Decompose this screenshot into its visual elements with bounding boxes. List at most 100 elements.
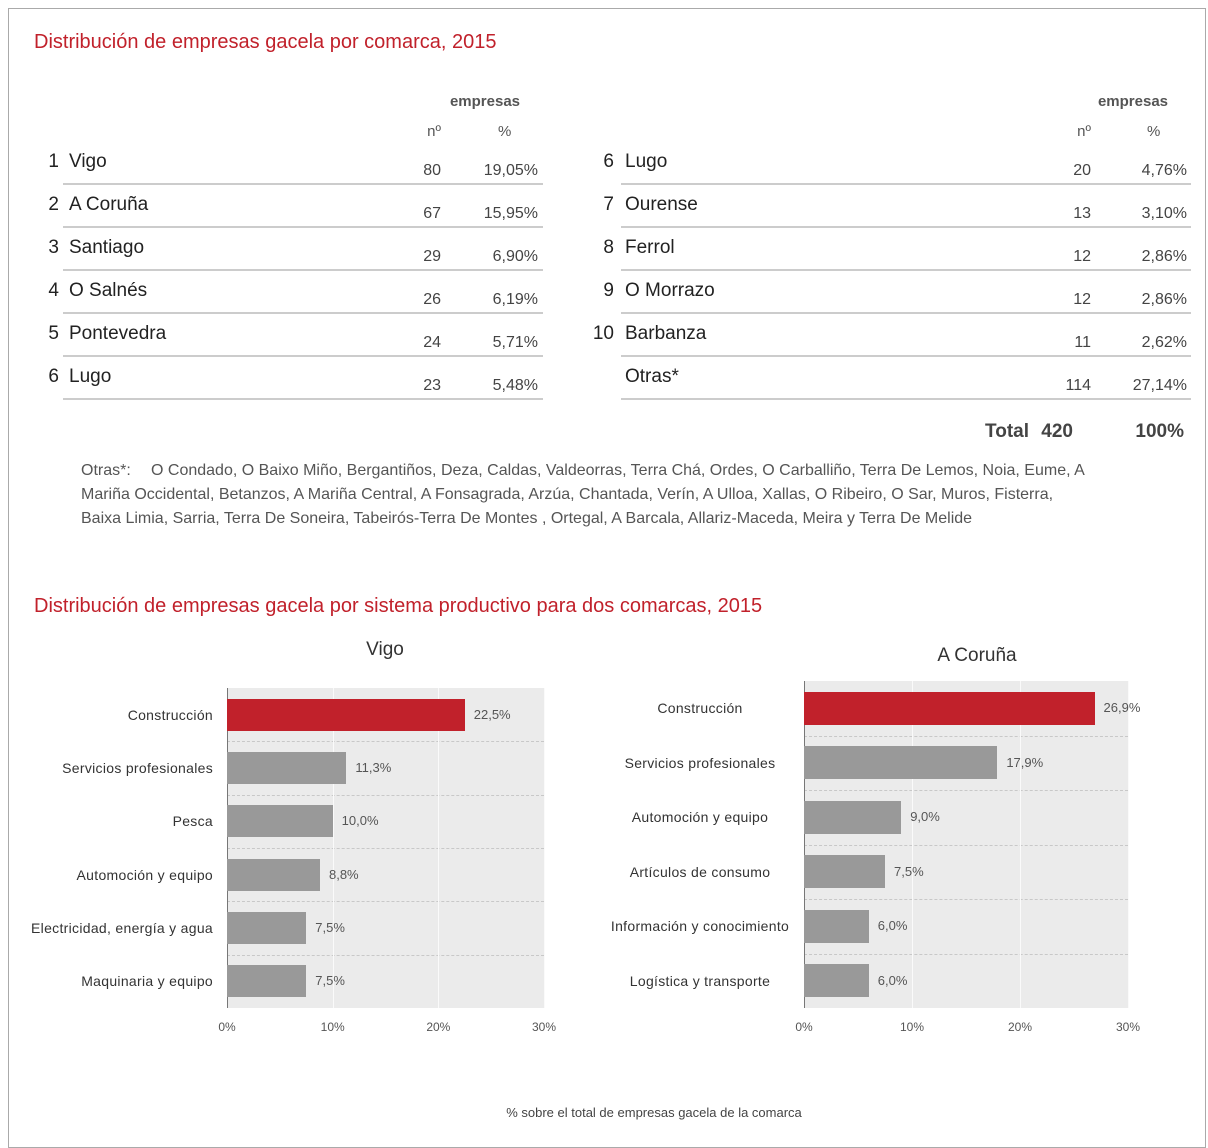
bar — [227, 965, 307, 998]
category-label: Pesca — [172, 813, 213, 830]
grid-line — [438, 688, 440, 1008]
footnote: % sobre el total de empresas gacela de l… — [506, 1105, 802, 1120]
category-label: Automoción y equipo — [76, 866, 213, 883]
bar — [227, 698, 465, 731]
count: 24 — [423, 334, 441, 351]
category-label: Artículos de consumo — [629, 863, 771, 880]
value-label: 7,5% — [315, 973, 345, 989]
count: 23 — [423, 377, 441, 394]
row-rule — [63, 312, 543, 314]
region-name: Lugo — [69, 366, 112, 387]
count: 12 — [1073, 291, 1091, 308]
category-label: Electricidad, energía y agua — [31, 919, 213, 936]
x-tick-label: 20% — [1007, 1020, 1033, 1034]
percent: 27,14% — [1132, 377, 1187, 394]
value-label: 6,0% — [877, 918, 908, 934]
percent: 4,76% — [1141, 162, 1187, 179]
count: 11 — [1074, 334, 1091, 351]
region-name: Vigo — [69, 151, 107, 172]
region-name: Ferrol — [625, 237, 675, 258]
count: 114 — [1065, 377, 1091, 394]
value-label: 7,5% — [315, 920, 345, 935]
rank: 9 — [603, 280, 614, 301]
percent: 5,48% — [492, 377, 538, 394]
row-rule — [621, 312, 1191, 314]
rank: 5 — [48, 323, 59, 344]
page: Distribución de empresas gacela por coma… — [8, 8, 1206, 1148]
row-rule — [621, 398, 1191, 400]
note-label: Otras*: — [81, 462, 131, 479]
percent: 6,90% — [492, 248, 538, 265]
percent: 2,62% — [1141, 334, 1187, 351]
section-title: Distribución de empresas gacela por sist… — [34, 595, 763, 617]
row-separator — [804, 735, 1128, 737]
header-n: nº — [427, 123, 441, 140]
header-group: empresas — [449, 93, 521, 110]
category-label: Logística y transporte — [629, 972, 771, 989]
note-text: O Condado, O Baixo Miño, Bergantiños, De… — [81, 462, 1084, 527]
chart-title: Vigo — [366, 639, 404, 660]
bar — [804, 746, 998, 780]
value-label: 17,9% — [1006, 754, 1044, 770]
row-rule — [63, 226, 543, 228]
bar — [227, 752, 347, 784]
rank: 6 — [48, 366, 59, 387]
region-name: A Coruña — [69, 194, 149, 215]
total-pct: 100% — [1135, 421, 1184, 442]
row-separator — [227, 954, 544, 956]
rank: 2 — [48, 194, 59, 215]
percent: 19,05% — [483, 162, 538, 179]
x-tick-label: 0% — [218, 1020, 236, 1034]
region-name: Lugo — [625, 151, 668, 172]
rank: 1 — [48, 151, 59, 172]
row-separator — [804, 790, 1128, 791]
x-tick-label: 10% — [320, 1020, 345, 1034]
rank: 3 — [48, 237, 59, 258]
count: 67 — [423, 205, 441, 222]
row-separator — [227, 794, 544, 796]
bar — [804, 909, 869, 943]
count: 20 — [1073, 162, 1091, 179]
row-rule — [621, 269, 1191, 271]
count: 12 — [1073, 248, 1091, 265]
row-rule — [63, 355, 543, 357]
row-separator — [804, 899, 1128, 900]
rank: 7 — [603, 194, 614, 215]
bar — [804, 855, 885, 889]
total-label: Total — [985, 421, 1029, 442]
region-name: Barbanza — [625, 323, 707, 344]
region-name: Santiago — [69, 237, 145, 258]
row-separator — [804, 953, 1128, 955]
header-group: empresas — [1097, 93, 1169, 110]
category-label: Automoción y equipo — [631, 809, 769, 826]
category-label: Servicios profesionales — [62, 759, 213, 776]
count: 13 — [1073, 205, 1091, 222]
x-tick-label: 30% — [1115, 1020, 1141, 1034]
percent: 6,19% — [492, 291, 538, 308]
rank: 6 — [603, 151, 614, 172]
percent: 15,95% — [483, 205, 538, 222]
grid-line — [1020, 681, 1021, 1008]
bar — [227, 858, 320, 891]
grid-line — [544, 688, 545, 1008]
header-n: nº — [1077, 123, 1091, 140]
total-n: 420 — [1041, 421, 1073, 442]
x-tick-label: 20% — [426, 1020, 451, 1034]
category-label: Construcción — [127, 706, 213, 723]
count: 29 — [423, 248, 441, 265]
percent: 3,10% — [1141, 205, 1187, 222]
x-tick-label: 10% — [899, 1020, 925, 1034]
title: Distribución de empresas gacela por coma… — [34, 31, 497, 53]
percent: 2,86% — [1141, 248, 1187, 265]
bar — [804, 691, 1095, 725]
percent: 2,86% — [1141, 291, 1187, 308]
bar — [804, 800, 902, 834]
row-rule — [63, 183, 543, 185]
value-label: 6,0% — [877, 972, 908, 988]
value-label: 8,8% — [328, 866, 359, 882]
row-rule — [621, 226, 1191, 228]
row-separator — [227, 848, 544, 849]
value-label: 11,3% — [355, 760, 392, 775]
row-rule — [63, 398, 543, 400]
